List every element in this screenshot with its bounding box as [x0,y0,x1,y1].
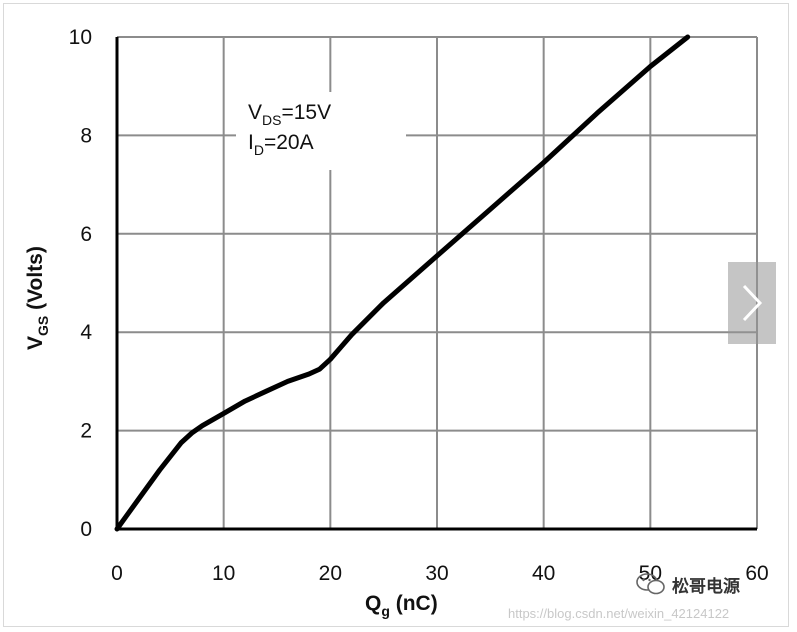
annotation-id: ID=20A [248,131,314,158]
y-tick-label: 10 [69,26,92,49]
y-tick-label: 6 [80,223,92,246]
wechat-icon [636,573,665,595]
brand-text: 松哥电源 [672,576,740,597]
y-tick-label: 8 [80,124,92,147]
y-tick-label: 4 [80,321,92,344]
x-tick-label: 20 [319,562,342,585]
chevron-right-icon [742,284,763,322]
x-axis-title: Qg (nC) [365,592,438,619]
y-tick-label: 0 [80,518,92,541]
x-tick-label: 40 [532,562,555,585]
chart-frame [3,3,789,627]
annotation-vds: VDS=15V [248,101,331,128]
url-watermark: https://blog.csdn.net/weixin_42124122 [508,606,730,621]
x-tick-label: 30 [425,562,448,585]
x-tick-label: 10 [212,562,235,585]
y-axis-title: VGS (Volts) [24,246,51,350]
axes [115,37,757,531]
vgs-curve [114,34,691,532]
x-tick-label: 60 [745,562,768,585]
y-tick-label: 2 [80,420,92,443]
annotation-background [236,92,406,170]
brand-watermark: 松哥电源 [636,570,740,598]
next-image-button[interactable] [728,262,776,344]
grid [117,36,758,529]
x-tick-label: 0 [111,562,123,585]
